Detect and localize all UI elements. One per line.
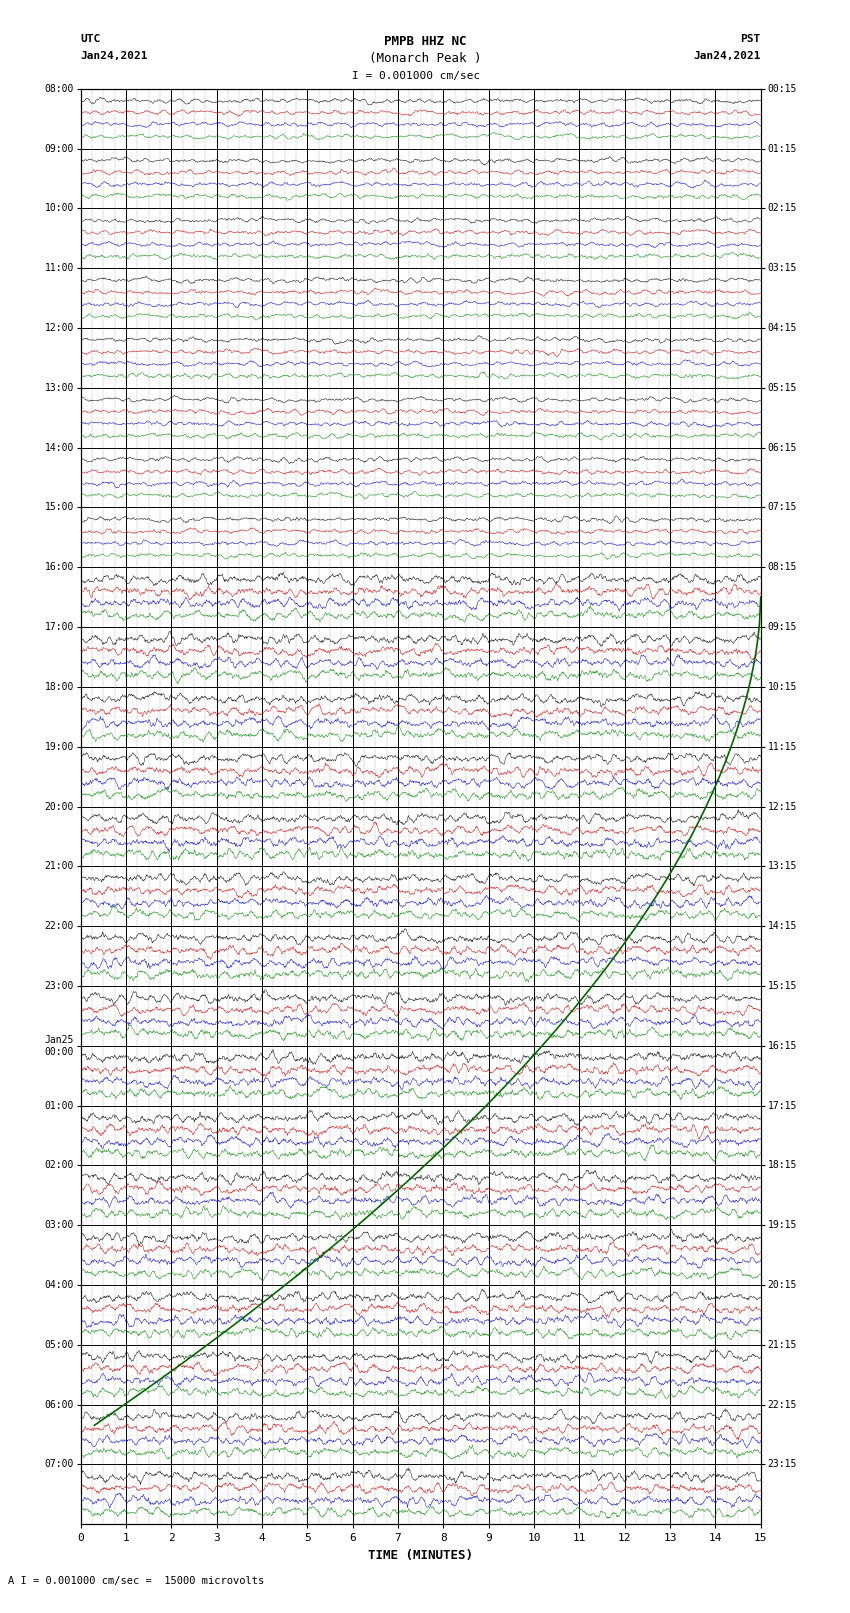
- Text: Jan24,2021: Jan24,2021: [694, 52, 761, 61]
- Text: PMPB HHZ NC: PMPB HHZ NC: [383, 35, 467, 48]
- Text: (Monarch Peak ): (Monarch Peak ): [369, 52, 481, 65]
- Text: PST: PST: [740, 34, 761, 44]
- Text: UTC: UTC: [81, 34, 101, 44]
- Text: I = 0.001000 cm/sec: I = 0.001000 cm/sec: [353, 71, 480, 81]
- Text: Jan24,2021: Jan24,2021: [81, 52, 148, 61]
- Text: A I = 0.001000 cm/sec =  15000 microvolts: A I = 0.001000 cm/sec = 15000 microvolts: [8, 1576, 264, 1586]
- X-axis label: TIME (MINUTES): TIME (MINUTES): [368, 1548, 473, 1561]
